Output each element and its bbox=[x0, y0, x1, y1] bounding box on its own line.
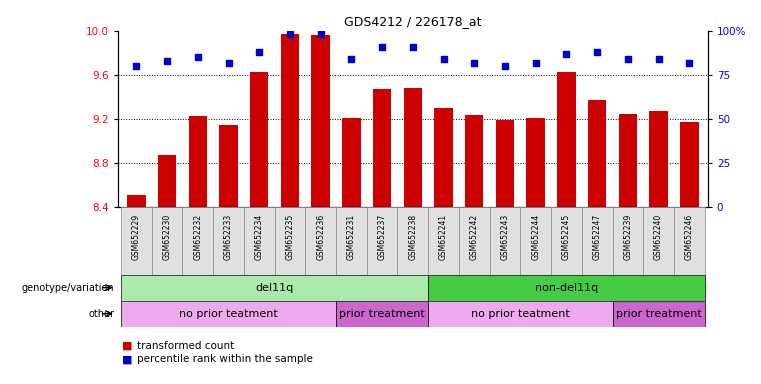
Text: no prior teatment: no prior teatment bbox=[179, 309, 278, 319]
Text: percentile rank within the sample: percentile rank within the sample bbox=[137, 354, 313, 364]
Text: no prior teatment: no prior teatment bbox=[471, 309, 570, 319]
Point bbox=[161, 58, 174, 64]
FancyBboxPatch shape bbox=[674, 207, 705, 275]
Bar bbox=[527, 118, 545, 207]
Bar bbox=[250, 71, 269, 207]
Text: GSM652230: GSM652230 bbox=[163, 214, 171, 260]
FancyBboxPatch shape bbox=[613, 301, 705, 327]
Text: GSM652247: GSM652247 bbox=[593, 214, 602, 260]
FancyBboxPatch shape bbox=[121, 301, 336, 327]
FancyBboxPatch shape bbox=[489, 207, 521, 275]
Text: GSM652240: GSM652240 bbox=[654, 214, 663, 260]
Bar bbox=[680, 122, 699, 207]
Text: GSM652245: GSM652245 bbox=[562, 214, 571, 260]
Point bbox=[222, 60, 234, 66]
Text: GSM652233: GSM652233 bbox=[224, 214, 233, 260]
FancyBboxPatch shape bbox=[244, 207, 275, 275]
Text: GSM652235: GSM652235 bbox=[285, 214, 295, 260]
Bar bbox=[311, 35, 330, 207]
Text: GSM652243: GSM652243 bbox=[501, 214, 510, 260]
Point bbox=[192, 54, 204, 60]
Text: GSM652236: GSM652236 bbox=[316, 214, 325, 260]
Point bbox=[683, 60, 696, 66]
FancyBboxPatch shape bbox=[643, 207, 674, 275]
Point bbox=[130, 63, 142, 69]
Bar bbox=[403, 88, 422, 207]
FancyBboxPatch shape bbox=[428, 301, 613, 327]
Text: GSM652246: GSM652246 bbox=[685, 214, 694, 260]
Text: GSM652234: GSM652234 bbox=[255, 214, 264, 260]
Point bbox=[622, 56, 634, 62]
FancyBboxPatch shape bbox=[551, 207, 582, 275]
FancyBboxPatch shape bbox=[367, 207, 397, 275]
Bar bbox=[373, 89, 391, 207]
FancyBboxPatch shape bbox=[459, 207, 489, 275]
Text: del11q: del11q bbox=[256, 283, 294, 293]
FancyBboxPatch shape bbox=[183, 207, 213, 275]
Point bbox=[591, 49, 603, 55]
Bar bbox=[495, 120, 514, 207]
Text: other: other bbox=[88, 309, 114, 319]
FancyBboxPatch shape bbox=[275, 207, 305, 275]
Text: ■: ■ bbox=[122, 341, 132, 351]
Bar bbox=[465, 114, 483, 207]
Point bbox=[530, 60, 542, 66]
Text: GSM652238: GSM652238 bbox=[409, 214, 417, 260]
FancyBboxPatch shape bbox=[213, 207, 244, 275]
Point bbox=[284, 31, 296, 37]
Bar bbox=[127, 195, 145, 207]
Point bbox=[560, 51, 572, 57]
Bar bbox=[342, 118, 361, 207]
FancyBboxPatch shape bbox=[336, 207, 367, 275]
Text: GSM652237: GSM652237 bbox=[377, 214, 387, 260]
Bar bbox=[557, 71, 575, 207]
Text: prior treatment: prior treatment bbox=[616, 309, 702, 319]
Text: GSM652241: GSM652241 bbox=[439, 214, 448, 260]
FancyBboxPatch shape bbox=[121, 275, 428, 301]
FancyBboxPatch shape bbox=[428, 275, 705, 301]
Point bbox=[468, 60, 480, 66]
Bar bbox=[649, 111, 668, 207]
Bar bbox=[435, 108, 453, 207]
Text: genotype/variation: genotype/variation bbox=[21, 283, 114, 293]
FancyBboxPatch shape bbox=[151, 207, 183, 275]
Bar bbox=[219, 124, 237, 207]
FancyBboxPatch shape bbox=[336, 301, 428, 327]
FancyBboxPatch shape bbox=[521, 207, 551, 275]
Title: GDS4212 / 226178_at: GDS4212 / 226178_at bbox=[344, 15, 482, 28]
FancyBboxPatch shape bbox=[305, 207, 336, 275]
Point bbox=[499, 63, 511, 69]
FancyBboxPatch shape bbox=[397, 207, 428, 275]
FancyBboxPatch shape bbox=[613, 207, 643, 275]
Text: GSM652239: GSM652239 bbox=[623, 214, 632, 260]
Text: GSM652244: GSM652244 bbox=[531, 214, 540, 260]
Point bbox=[406, 43, 419, 50]
Text: GSM652231: GSM652231 bbox=[347, 214, 356, 260]
FancyBboxPatch shape bbox=[428, 207, 459, 275]
Bar bbox=[158, 156, 177, 207]
Bar bbox=[189, 116, 207, 207]
Bar bbox=[281, 34, 299, 207]
Point bbox=[652, 56, 664, 62]
Text: GSM652242: GSM652242 bbox=[470, 214, 479, 260]
Point bbox=[376, 43, 388, 50]
Text: ■: ■ bbox=[122, 354, 132, 364]
Text: GSM652232: GSM652232 bbox=[193, 214, 202, 260]
Text: transformed count: transformed count bbox=[137, 341, 234, 351]
Point bbox=[345, 56, 358, 62]
Text: GSM652229: GSM652229 bbox=[132, 214, 141, 260]
FancyBboxPatch shape bbox=[582, 207, 613, 275]
Point bbox=[314, 31, 326, 37]
FancyBboxPatch shape bbox=[121, 207, 151, 275]
Text: non-del11q: non-del11q bbox=[535, 283, 598, 293]
Bar bbox=[619, 114, 637, 207]
Bar bbox=[588, 100, 607, 207]
Point bbox=[438, 56, 450, 62]
Point bbox=[253, 49, 266, 55]
Text: prior treatment: prior treatment bbox=[339, 309, 425, 319]
